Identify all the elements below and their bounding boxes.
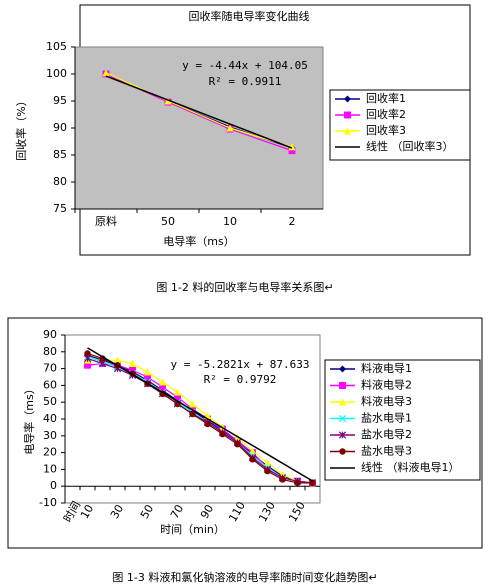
- marker: [204, 420, 211, 428]
- marker: [234, 441, 241, 448]
- annotation: R² = 0.9911: [209, 75, 282, 88]
- legend: [324, 359, 481, 481]
- x-tick-label: 30: [108, 502, 126, 521]
- marker: [309, 479, 316, 487]
- x-tick-label: 50: [138, 502, 156, 521]
- y-tick-label: 85: [53, 148, 67, 161]
- y-tick-label: 100: [46, 67, 67, 80]
- marker: [173, 388, 182, 396]
- y-tick-label: 70: [43, 362, 57, 375]
- y-tick-label: 75: [53, 202, 67, 215]
- marker: [339, 382, 346, 389]
- series-line: [87, 359, 313, 484]
- marker: [338, 398, 347, 406]
- legend-label: 料液电导2: [361, 378, 412, 392]
- y-tick-label: 50: [43, 395, 57, 408]
- x-tick-label: 90: [198, 502, 216, 521]
- marker: [264, 467, 271, 475]
- legend: [329, 89, 471, 161]
- y-tick-label: 20: [43, 446, 57, 459]
- legend-label: 线性 （料液电导1）: [361, 460, 460, 474]
- marker: [159, 390, 166, 397]
- y-tick-label: 10: [43, 462, 57, 475]
- legend-label: 盐水电导2: [361, 428, 412, 441]
- series-line: [105, 75, 293, 149]
- caption: 图 1-3 料液和氯化钠溶液的电导率随时间变化趋势图↵: [112, 570, 377, 584]
- caption: 图 1-2 料的回收率与电导率关系图↵: [156, 280, 333, 294]
- x-tick-label: 70: [168, 502, 186, 521]
- marker: [226, 124, 234, 132]
- y-tick-label: 90: [43, 328, 57, 341]
- marker: [263, 458, 272, 467]
- marker: [338, 414, 347, 423]
- y-tick-label: 90: [53, 121, 67, 134]
- y-tick-label: 60: [43, 378, 57, 391]
- legend-label: 料液电导1: [361, 361, 412, 375]
- annotation: R² = 0.9792: [204, 373, 277, 386]
- marker: [143, 368, 152, 376]
- plot-area: [74, 46, 324, 210]
- marker: [338, 431, 347, 439]
- y-tick-label: 0: [50, 479, 57, 492]
- marker: [338, 365, 347, 373]
- legend-label: 线性 （回收率3）: [366, 139, 454, 153]
- marker: [188, 400, 197, 408]
- chart-title: 回收率随电导率变化曲线: [189, 9, 310, 23]
- legend-label: 回收率3: [366, 123, 406, 137]
- legend-label: 盐水电导1: [361, 412, 412, 425]
- y-tick-label: -10: [39, 496, 57, 509]
- x-tick-label: 10: [223, 215, 237, 228]
- series-line: [87, 347, 313, 482]
- legend-label: 回收率2: [366, 107, 406, 121]
- marker: [158, 378, 167, 386]
- x-tick-label: 2: [289, 215, 296, 228]
- series-line: [87, 357, 313, 484]
- marker: [248, 447, 257, 455]
- marker: [343, 95, 352, 103]
- y-tick-label: 105: [46, 40, 67, 53]
- x-axis-label: 电导率（ms）: [163, 234, 234, 248]
- x-tick-label: 10: [78, 502, 96, 521]
- marker: [343, 127, 352, 135]
- y-axis-label: 电导率（ms）: [22, 383, 36, 454]
- marker: [189, 410, 196, 418]
- series-line: [105, 72, 293, 148]
- annotation: y = -5.2821x + 87.633: [170, 358, 309, 371]
- marker: [294, 479, 301, 487]
- marker: [279, 476, 286, 483]
- legend-label: 盐水电导3: [361, 445, 412, 458]
- marker: [339, 448, 346, 455]
- marker: [219, 430, 226, 438]
- annotation: y = -4.44x + 104.05: [182, 59, 308, 72]
- series-line: [87, 354, 313, 484]
- legend-label: 料液电导3: [361, 394, 412, 408]
- x-tick-label: 原料: [95, 214, 117, 228]
- y-tick-label: 95: [53, 94, 67, 107]
- y-tick-label: 80: [43, 345, 57, 358]
- y-tick-label: 80: [53, 175, 67, 188]
- legend-label: 回收率1: [366, 91, 406, 105]
- y-axis-label: 回收率（%）: [14, 95, 28, 160]
- marker: [128, 359, 137, 368]
- marker: [249, 456, 256, 463]
- marker: [344, 111, 351, 119]
- y-tick-label: 40: [43, 412, 57, 425]
- marker: [84, 350, 91, 357]
- x-tick-label: 50: [161, 215, 175, 228]
- y-tick-label: 30: [43, 429, 57, 442]
- x-axis-label: 时间（min）: [160, 523, 225, 536]
